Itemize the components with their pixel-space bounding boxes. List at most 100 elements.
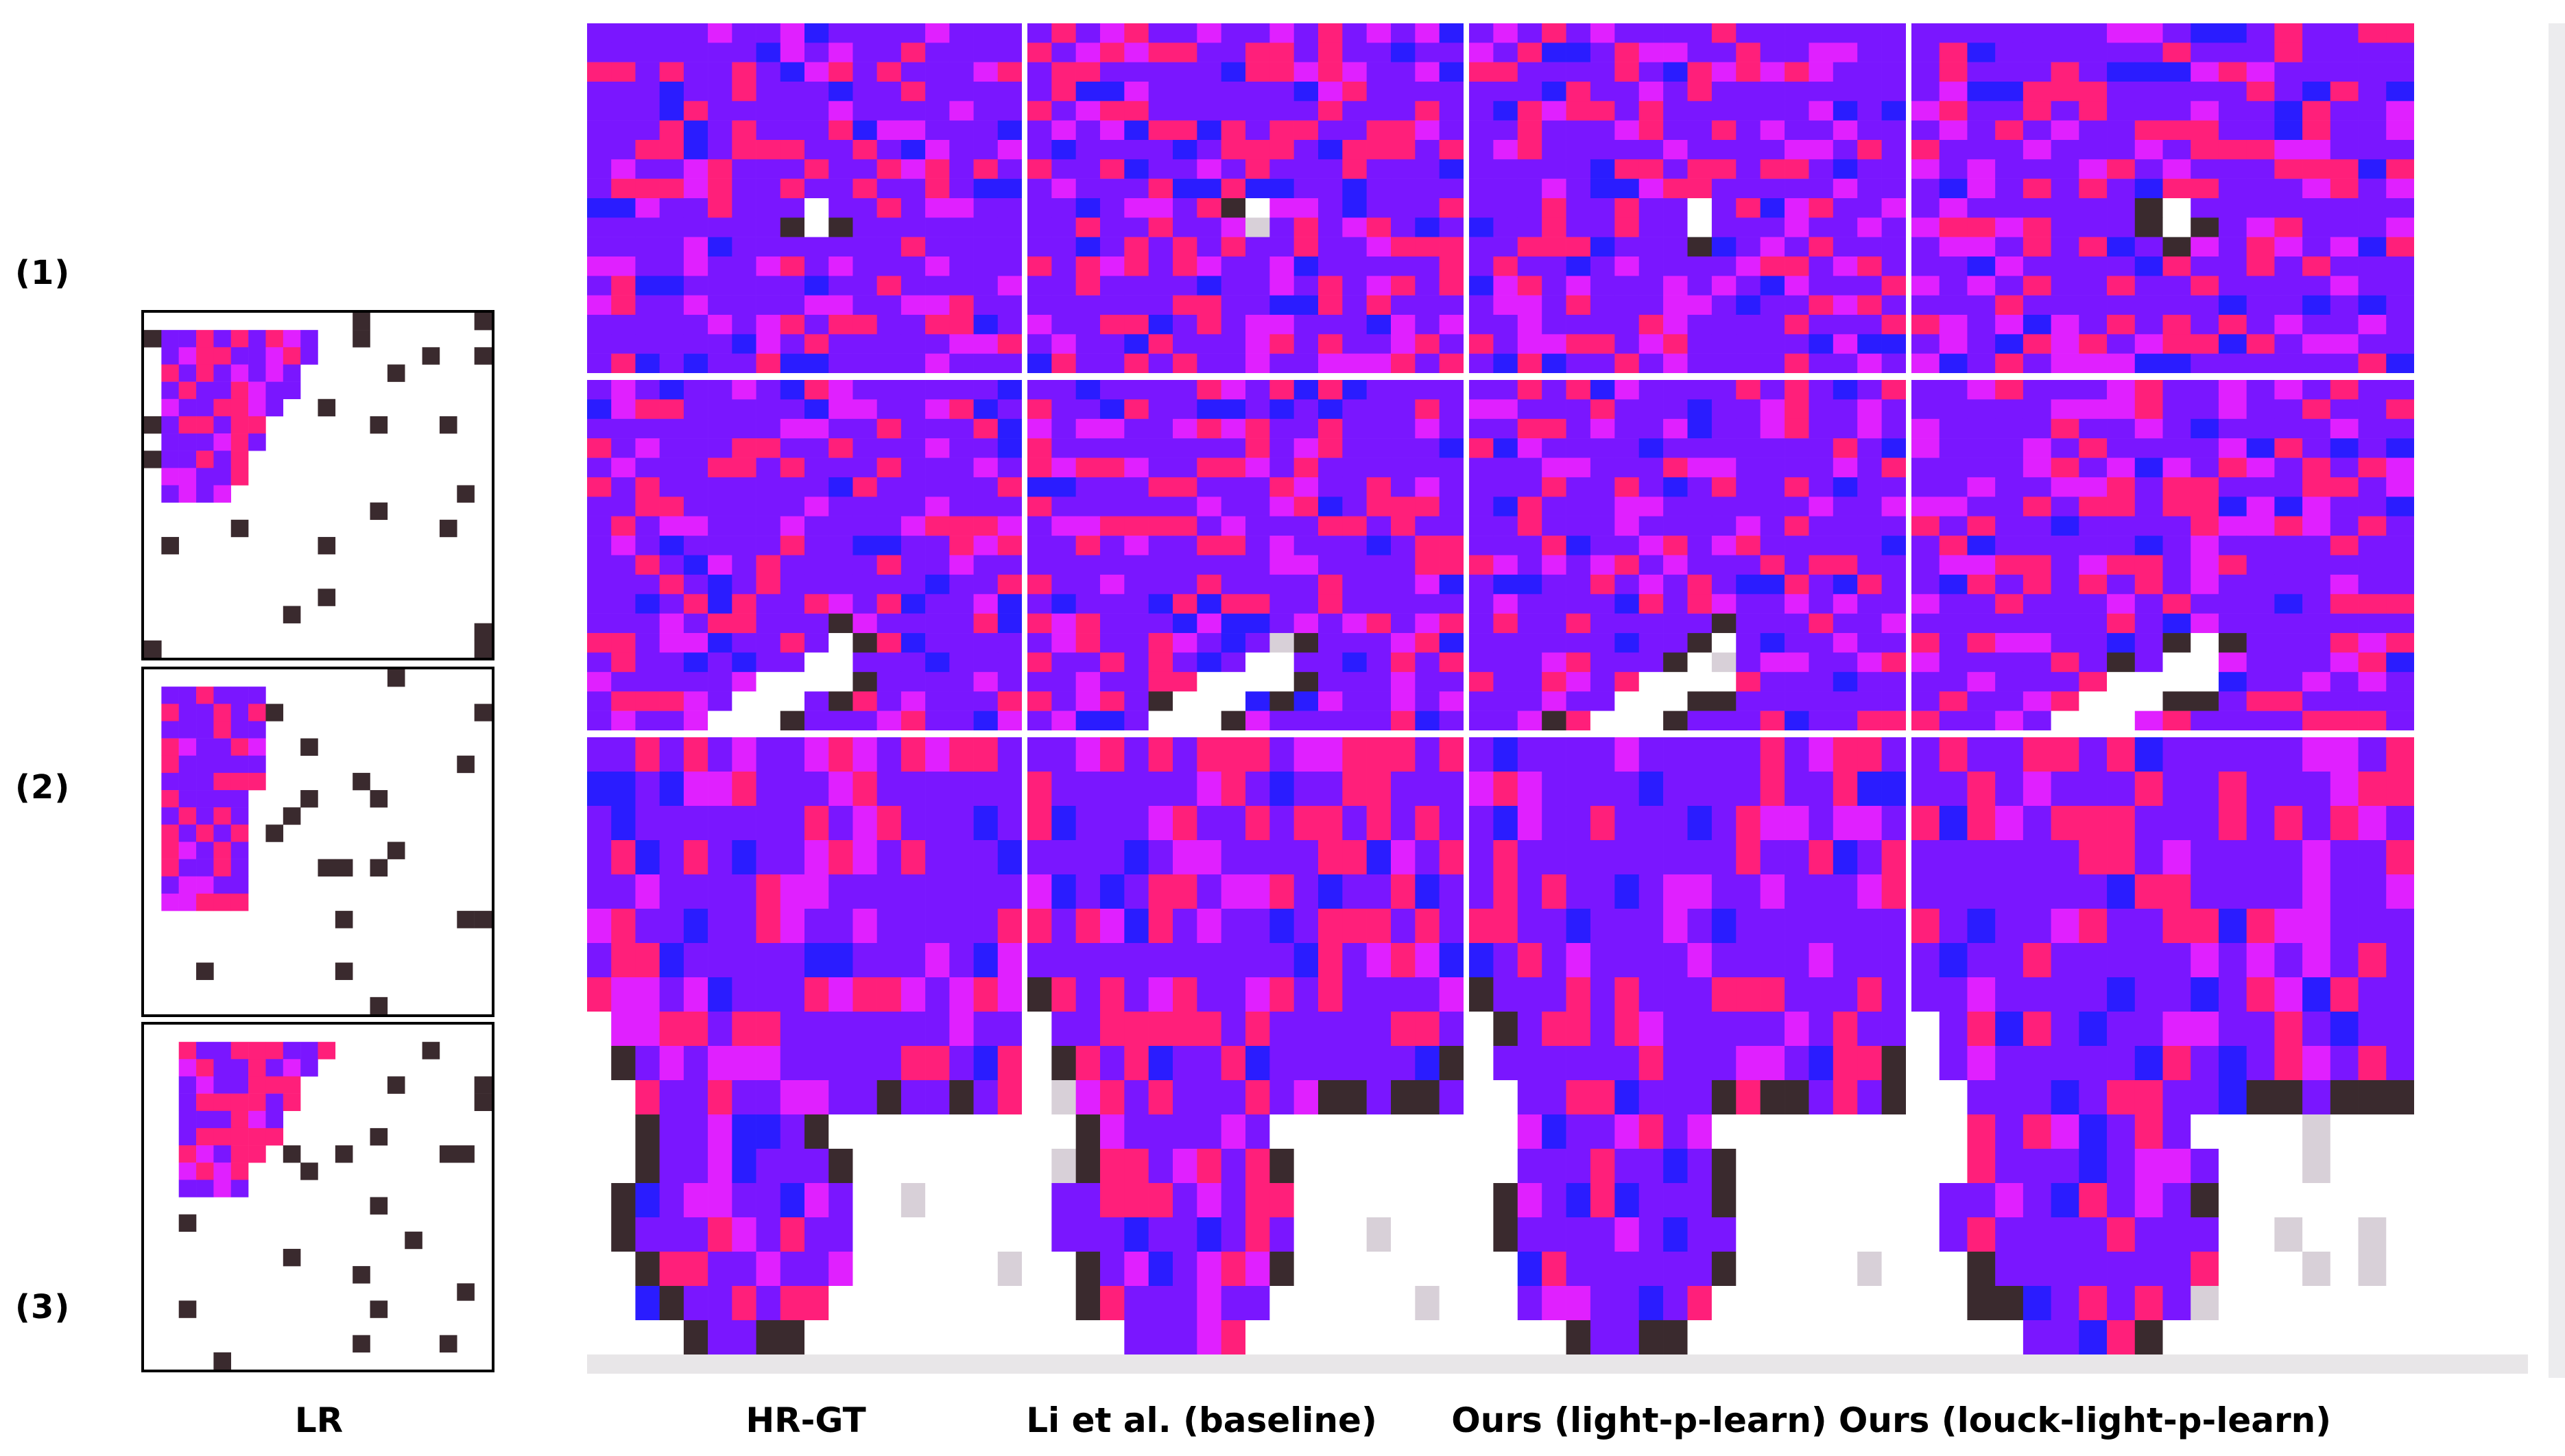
pixel-cell [318,398,336,417]
pixel-cell [611,1252,636,1287]
pixel-cell [635,418,660,439]
pixel-cell [852,1012,877,1047]
pixel-cell [1173,256,1197,276]
pixel-cell [178,704,197,721]
pixel-cell [1517,1286,1542,1321]
pixel-cell [1939,977,1968,1012]
pixel-cell [2302,1183,2331,1218]
pixel-cell [1318,457,1343,478]
pixel-cell [178,790,197,808]
pixel-cell [2079,711,2108,730]
pixel-cell [683,574,708,595]
pixel-cell [2218,977,2247,1012]
pixel-cell [1197,178,1221,199]
pixel-cell [1760,334,1785,354]
pixel-cell [876,1114,902,1149]
pixel-cell [2274,237,2303,257]
pixel-cell [852,1183,877,1218]
pixel-cell [2023,497,2051,516]
pixel-cell [973,840,999,875]
pixel-cell [1221,1252,1246,1287]
pixel-cell [611,217,636,237]
pixel-cell [1638,806,1664,841]
pixel-cell [2023,1217,2051,1252]
pixel-cell [1663,23,1688,43]
pixel-cell [1391,43,1416,62]
pixel-cell [900,711,926,730]
pixel-cell [1318,772,1343,807]
pixel-cell [1542,120,1566,141]
pixel-cell [1469,101,1494,121]
pixel-cell [1614,772,1640,807]
pixel-cell [1221,909,1246,944]
pixel-cell [1736,772,1761,807]
pixel-cell [1124,652,1149,673]
pixel-cell [1100,43,1125,62]
pixel-cell [2330,198,2359,218]
pixel-cell [1881,159,1906,179]
pixel-cell [1687,120,1713,141]
pixel-cell [852,1080,877,1115]
pixel-cell [1967,276,1996,296]
pixel-cell [2051,276,2079,296]
pixel-cell [1318,977,1343,1012]
pixel-cell [1638,237,1664,257]
pixel-cell [587,120,612,141]
pixel-cell [828,256,853,276]
pixel-cell [1173,23,1197,43]
pixel-cell [1100,237,1125,257]
pixel-cell [1911,652,1940,673]
pixel-cell [1857,737,1882,772]
pixel-cell [732,178,756,199]
pixel-cell [2107,418,2136,439]
pixel-cell [2302,178,2331,199]
pixel-cell [2107,256,2136,276]
pixel-cell [1566,1046,1591,1081]
pixel-cell [1391,594,1416,614]
pixel-cell [1415,418,1440,439]
pixel-cell [997,497,1022,516]
pixel-cell [1995,101,2024,121]
pixel-cell [683,943,708,978]
pixel-cell [1881,1217,1906,1252]
pixel-cell [2386,772,2414,807]
pixel-cell [925,909,950,944]
pixel-cell [1638,418,1664,439]
pixel-cell [2274,399,2303,420]
pixel-cell [732,82,756,102]
pixel-cell [587,594,612,614]
pixel-cell [756,1252,781,1287]
pixel-cell [1785,909,1809,944]
pixel-cell [732,497,756,516]
pixel-cell [1415,198,1440,218]
pixel-cell [1245,633,1270,653]
pixel-cell [1911,438,1940,458]
pixel-cell [1760,536,1785,556]
pixel-cell [780,1114,805,1149]
pixel-cell [997,711,1022,730]
pixel-cell [804,353,829,373]
pixel-cell [1939,772,1968,807]
bottom-border-strip [587,1354,2528,1374]
pixel-cell [230,519,249,538]
pixel-cell [1590,633,1615,653]
pixel-cell [1967,613,1996,634]
pixel-cell [1439,82,1464,102]
pixel-cell [997,594,1022,614]
pixel-cell [973,457,999,478]
pixel-cell [1809,457,1834,478]
pixel-cell [1785,438,1809,458]
pixel-cell [925,943,950,978]
pixel-cell [1342,43,1367,62]
pixel-cell [1542,737,1566,772]
pixel-cell [1318,334,1343,354]
pixel-cell [708,1252,732,1287]
pixel-cell [1197,82,1221,102]
pixel-cell [925,276,950,296]
pixel-cell [2134,977,2163,1012]
pixel-cell [780,977,805,1012]
pixel-cell [2051,198,2079,218]
pixel-cell [1415,1012,1440,1047]
pixel-cell [1590,772,1615,807]
pixel-cell [1760,457,1785,478]
